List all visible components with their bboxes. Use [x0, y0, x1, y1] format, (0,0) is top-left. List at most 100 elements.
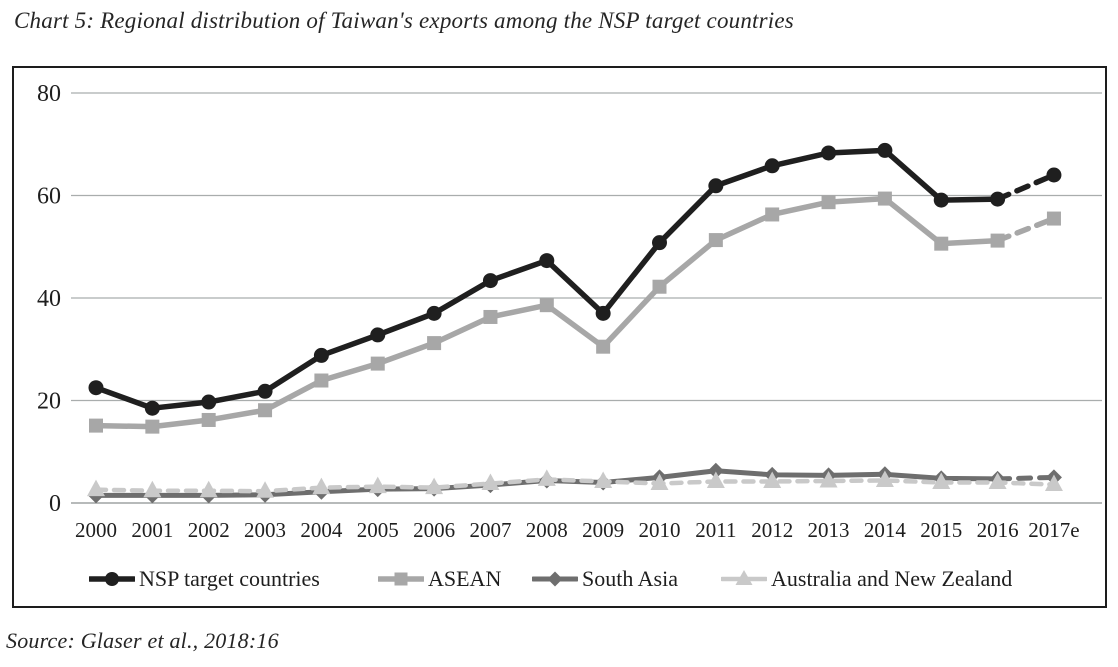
data-point-square-marker — [877, 191, 892, 206]
data-point-square-marker — [821, 195, 836, 210]
y-axis-tick-label: 80 — [37, 81, 61, 107]
data-point-square-marker — [89, 418, 103, 433]
data-point-square-marker — [370, 356, 385, 371]
data-point-circle-marker — [539, 253, 555, 269]
legend-label: Australia and New Zealand — [771, 566, 1013, 591]
x-axis-tick-label: 2011 — [695, 518, 736, 542]
data-point-circle-marker — [313, 347, 329, 363]
data-point-square-marker — [765, 207, 780, 222]
x-axis-tick-label: 2005 — [357, 518, 399, 542]
data-point-circle-marker — [257, 383, 273, 399]
series-line-south-asia-estimate — [995, 474, 1057, 482]
data-point-circle-marker — [144, 400, 160, 416]
data-point-triangle-marker — [706, 471, 725, 488]
data-point-triangle-marker — [481, 473, 500, 491]
data-point-triangle-marker — [256, 481, 275, 498]
data-point-square-marker — [990, 233, 1005, 248]
data-point-triangle-marker — [368, 476, 387, 494]
data-point-triangle-marker — [312, 477, 331, 495]
x-axis-tick-label: 2002 — [188, 518, 230, 542]
x-axis-tick-label: 2009 — [582, 518, 624, 542]
series-line-nsp-target-countries-estimate — [994, 172, 1057, 202]
chart-frame: 0 20 40 60 80 2000 2001 2002 2003 2004 2005 2006 200… — [12, 66, 1107, 608]
data-point-diamond-marker — [707, 462, 724, 479]
data-point-triangle-marker — [425, 477, 444, 495]
legend-square-glyph — [394, 572, 408, 586]
data-point-triangle-marker — [87, 479, 105, 497]
data-point-square-marker — [258, 403, 273, 418]
data-point-triangle-marker — [143, 480, 162, 498]
data-point-triangle-marker — [819, 470, 838, 488]
data-point-circle-marker — [426, 305, 442, 321]
legend-label: South Asia — [582, 566, 678, 591]
x-axis-tick-label: 2004 — [300, 518, 343, 542]
legend-label: ASEAN — [428, 566, 502, 591]
data-point-circle-marker — [201, 394, 217, 410]
x-axis-tick-label: 2010 — [639, 518, 681, 542]
data-point-circle-marker — [933, 192, 949, 208]
data-point-triangle-marker — [875, 470, 894, 487]
x-axis-tick-label: 2016 — [977, 518, 1019, 542]
y-axis-tick-label: 40 — [37, 286, 61, 312]
series-line-nsp-target-countries — [93, 147, 1001, 411]
legend-circle-glyph — [105, 572, 119, 586]
series-line-australia-and-new-zealand — [93, 477, 1057, 494]
data-point-square-marker — [201, 412, 216, 427]
data-point-square-marker — [145, 419, 160, 434]
y-axis-tick-label: 0 — [49, 491, 61, 517]
data-point-circle-marker — [370, 327, 386, 343]
data-point-circle-marker — [482, 273, 498, 289]
x-axis-tick-label: 2017e — [1028, 518, 1079, 542]
data-point-square-marker — [427, 336, 442, 351]
data-point-triangle-marker — [594, 471, 613, 488]
data-point-triangle-marker — [199, 480, 218, 498]
data-point-triangle-marker — [988, 472, 1007, 489]
x-axis-tick-label: 2003 — [244, 518, 286, 542]
data-point-square-marker — [539, 298, 554, 313]
data-point-circle-marker — [652, 235, 667, 251]
x-axis-tick-label: 2015 — [920, 518, 962, 542]
legend-square-marker — [378, 572, 424, 586]
x-axis-tick-label: 2014 — [864, 518, 907, 542]
data-point-square-marker — [596, 339, 611, 354]
x-axis-tick-label: 2007 — [469, 518, 511, 542]
x-axis-tick-label: 2013 — [808, 518, 850, 542]
data-point-circle-marker — [764, 158, 780, 174]
legend-item-south-asia: South Asia — [532, 565, 678, 593]
legend-item-nsp-target-countries: NSP target countries — [89, 565, 320, 593]
data-point-square-marker — [934, 236, 949, 251]
x-axis-tick-label: 2000 — [75, 518, 117, 542]
legend-circle-marker — [89, 572, 135, 586]
x-axis-tick-label: 2008 — [526, 518, 568, 542]
data-point-triangle-marker — [763, 471, 782, 488]
data-point-circle-marker — [1046, 167, 1062, 183]
source-note: Source: Glaser et al., 2018:16 — [6, 628, 279, 653]
legend-triangle-glyph — [735, 570, 753, 585]
series-line-asean — [93, 195, 1001, 430]
data-point-circle-marker — [990, 191, 1006, 207]
legend-diamond-glyph — [547, 571, 563, 587]
data-point-triangle-marker — [1044, 474, 1063, 492]
series-line-asean-estimate — [994, 215, 1057, 244]
legend-diamond-marker — [532, 571, 578, 587]
legend-triangle-marker — [721, 570, 767, 585]
x-axis-tick-label: 2006 — [413, 518, 455, 542]
data-point-square-marker — [652, 279, 667, 294]
legend-label: NSP target countries — [139, 566, 320, 591]
data-point-triangle-marker — [537, 469, 556, 486]
y-axis-tick-label: 60 — [37, 184, 61, 210]
data-point-circle-marker — [88, 380, 104, 396]
x-axis-tick-label: 2001 — [131, 518, 173, 542]
chart-plot: 0 20 40 60 80 2000 2001 2002 2003 2004 2005 2006 200… — [37, 81, 1102, 542]
data-point-square-marker — [483, 309, 498, 324]
data-point-square-marker — [314, 373, 329, 388]
legend-item-asean: ASEAN — [378, 565, 501, 593]
chart-title: Chart 5: Regional distribution of Taiwan… — [14, 8, 794, 33]
data-point-square-marker — [708, 233, 723, 248]
data-point-triangle-marker — [650, 473, 669, 491]
legend-item-australia-and-new-zealand: Australia and New Zealand — [721, 565, 1012, 593]
data-point-triangle-marker — [932, 472, 951, 489]
data-point-circle-marker — [821, 145, 837, 161]
x-axis-tick-label: 2012 — [751, 518, 793, 542]
y-axis-tick-label: 20 — [37, 389, 61, 415]
